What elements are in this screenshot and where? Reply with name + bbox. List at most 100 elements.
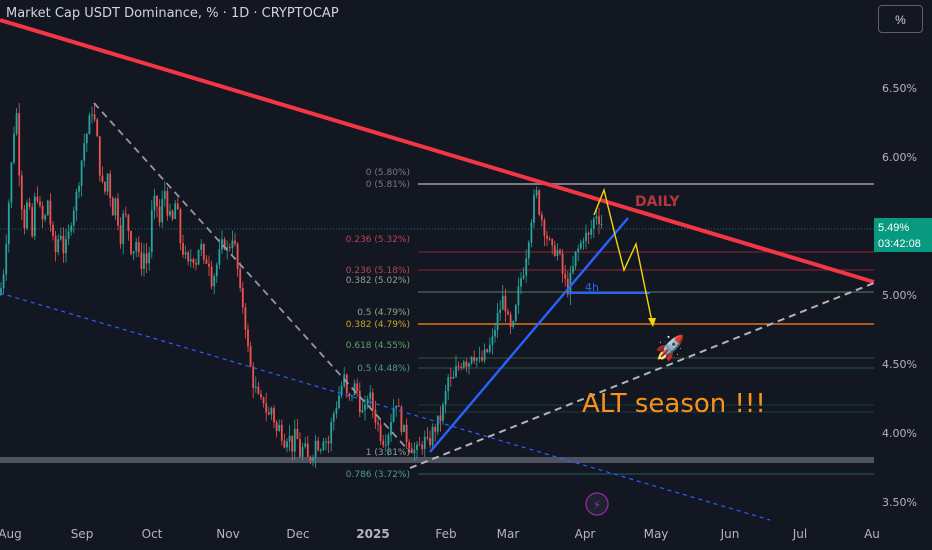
candle-body <box>317 440 320 451</box>
candle-body <box>10 162 13 203</box>
candle-body <box>78 185 80 192</box>
candle-body <box>117 198 119 226</box>
candle-body <box>429 438 431 446</box>
candle-body <box>501 295 504 310</box>
fib-label: 0.618 (4.55%) <box>346 341 410 351</box>
candle-body <box>499 309 502 313</box>
candle-body <box>413 449 416 454</box>
candle-body <box>431 427 434 446</box>
candle-body <box>436 415 439 432</box>
lightning-icon[interactable]: ⚡ <box>585 492 609 516</box>
candle-body <box>106 173 109 192</box>
x-tick-label: Apr <box>575 527 596 541</box>
candle-body <box>564 273 567 279</box>
fib-label: 1 (3.81%) <box>366 448 410 458</box>
candle-body <box>31 206 34 237</box>
candle-body <box>179 209 182 244</box>
candle-body <box>312 457 314 461</box>
candle-body <box>205 259 208 264</box>
candle-body <box>309 456 312 461</box>
candle-body <box>374 409 377 423</box>
candle-body <box>400 406 403 433</box>
candle-body <box>442 404 444 421</box>
candle-body <box>533 195 535 223</box>
y-tick-label: 6.00% <box>882 151 917 164</box>
candle-body <box>319 449 322 451</box>
candle-body <box>444 390 447 405</box>
candle-body <box>98 136 101 176</box>
x-tick-label: Oct <box>142 527 163 541</box>
candle-body <box>75 191 78 211</box>
x-tick-label: May <box>644 527 669 541</box>
candle-body <box>387 435 390 446</box>
candle-body <box>364 404 366 411</box>
candle-body <box>114 198 117 216</box>
candle-body <box>150 210 153 253</box>
y-axis[interactable]: 6.50%6.00%5.50%5.00%4.50%4.00%3.50% <box>882 82 917 509</box>
candle-body <box>293 428 296 452</box>
candle-body <box>535 190 538 196</box>
candle-body <box>353 383 356 396</box>
x-tick-label: Jul <box>792 527 807 541</box>
candle-body <box>296 428 299 440</box>
candle-body <box>265 403 268 413</box>
percent-scale-button[interactable]: % <box>878 5 923 33</box>
candle-body <box>210 266 213 287</box>
svg-text:⚡: ⚡ <box>593 498 601 512</box>
candle-body <box>145 253 148 264</box>
candle-body <box>514 305 517 322</box>
candle-body <box>241 288 244 308</box>
x-tick-label: 2025 <box>356 527 389 541</box>
candle-body <box>551 239 554 246</box>
candle-body <box>548 238 551 240</box>
candle-body <box>301 447 304 457</box>
candle-body <box>509 314 512 327</box>
candle-body <box>41 205 44 220</box>
candle-body <box>137 242 140 253</box>
candle-body <box>119 225 122 244</box>
candle-body <box>462 361 465 368</box>
candle-body <box>200 244 203 250</box>
candle-body <box>20 175 23 210</box>
candle-body <box>158 206 161 223</box>
candle-body <box>33 196 36 237</box>
candle-body <box>23 209 26 229</box>
candle-body <box>215 264 218 277</box>
candle-body <box>494 330 496 337</box>
candle-body <box>283 440 286 448</box>
candle-body <box>153 195 156 211</box>
candle-body <box>569 272 572 295</box>
candle-body <box>80 160 83 186</box>
candle-body <box>28 202 31 207</box>
candle-body <box>408 442 411 449</box>
candle-body <box>88 115 91 135</box>
candle-body <box>330 421 333 444</box>
candle-body <box>325 441 327 443</box>
candle-body <box>592 218 595 229</box>
candle-body <box>223 239 226 249</box>
candle-body <box>585 232 587 241</box>
candle-body <box>582 240 585 243</box>
fib-label-group: 0 (5.80%) 0 (5.81%) 0.236 (5.32%) 0.236 … <box>346 168 410 480</box>
candle-body <box>13 133 15 163</box>
candle-body <box>486 349 489 352</box>
y-tick-label: 5.00% <box>882 289 917 302</box>
candle-body <box>70 225 73 232</box>
x-axis[interactable]: Aug Sep Oct Nov Dec 2025 Feb Mar Apr May Jun Jul Au <box>0 527 880 541</box>
grey-dashed-ascending-line <box>409 282 875 469</box>
candle-body <box>218 249 221 265</box>
candle-body <box>143 253 145 269</box>
candle-body <box>234 240 236 244</box>
fib-label: 0.382 (5.02%) <box>346 276 410 286</box>
x-tick-label: Nov <box>216 527 239 541</box>
candle-body <box>491 336 494 345</box>
candle-body <box>59 235 62 240</box>
candle-body <box>226 247 229 249</box>
candle-body <box>452 376 455 379</box>
candle-body <box>530 222 533 243</box>
candle-body <box>403 424 405 433</box>
candle-body <box>260 393 262 398</box>
candle-body <box>335 408 338 414</box>
candle-body <box>332 413 335 422</box>
